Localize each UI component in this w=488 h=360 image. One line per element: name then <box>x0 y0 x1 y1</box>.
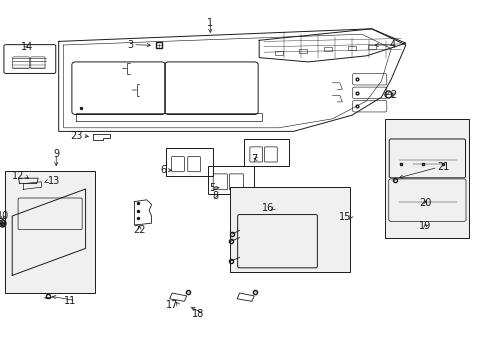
Text: 2: 2 <box>389 90 395 100</box>
Text: 8: 8 <box>212 191 218 201</box>
Text: 15: 15 <box>338 212 350 222</box>
Text: 18: 18 <box>192 309 204 319</box>
Text: 23: 23 <box>70 131 82 141</box>
Text: 13: 13 <box>48 176 60 186</box>
Bar <box>229 187 349 272</box>
Text: 20: 20 <box>418 198 431 208</box>
Text: 12: 12 <box>12 171 24 181</box>
Text: 11: 11 <box>63 296 76 306</box>
Bar <box>244 139 288 166</box>
Text: 21: 21 <box>437 162 449 172</box>
Text: 17: 17 <box>166 300 178 310</box>
Text: 19: 19 <box>418 221 431 231</box>
Text: 16: 16 <box>261 203 273 213</box>
Bar <box>385 119 468 238</box>
Bar <box>166 148 212 176</box>
Text: 7: 7 <box>251 154 257 164</box>
Text: 22: 22 <box>133 225 145 235</box>
Bar <box>5 171 95 293</box>
Text: 4: 4 <box>389 40 395 50</box>
Text: 9: 9 <box>53 149 59 159</box>
Text: 14: 14 <box>20 42 33 52</box>
Text: 6: 6 <box>160 165 166 175</box>
Text: 1: 1 <box>207 18 213 28</box>
Text: 10: 10 <box>0 211 9 221</box>
Bar <box>207 166 254 194</box>
Text: 3: 3 <box>126 40 133 50</box>
Text: 5: 5 <box>209 183 215 193</box>
